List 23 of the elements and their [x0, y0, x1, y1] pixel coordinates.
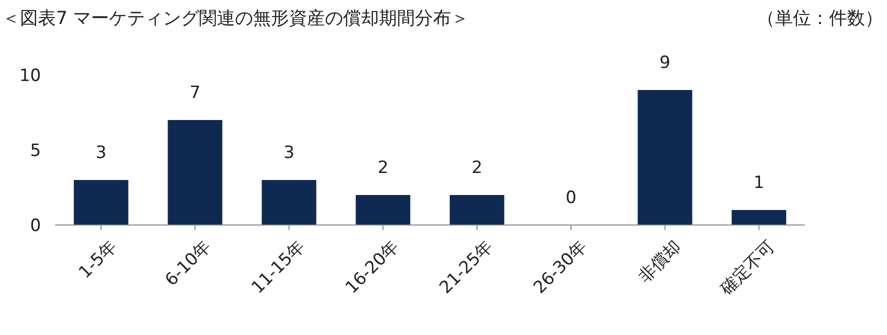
- data-label: 1: [754, 173, 764, 193]
- data-label: 0: [566, 188, 576, 208]
- y-tick-label: 0: [30, 216, 41, 236]
- bar: [74, 180, 128, 225]
- y-tick-label: 10: [19, 66, 41, 86]
- data-label: 3: [96, 143, 106, 163]
- bar: [262, 180, 316, 225]
- text: （単位：件数）: [757, 8, 883, 29]
- data-label: 7: [190, 83, 200, 103]
- data-label: 9: [660, 53, 670, 73]
- bar: [168, 120, 222, 225]
- bar: [638, 90, 692, 225]
- data-label: 3: [284, 143, 294, 163]
- bar: [356, 195, 410, 225]
- data-label: 2: [472, 158, 482, 178]
- y-tick-label: 5: [30, 140, 41, 161]
- data-label: 2: [378, 158, 388, 178]
- x-tick-label: 確定不可: [716, 236, 779, 300]
- x-tick-label: 1-5年: [75, 236, 122, 283]
- bar: [732, 210, 786, 225]
- x-tick-label: 非償却: [634, 236, 685, 288]
- chart-title: ＜図表7 マーケティング関連の無形資産の償却期間分布＞: [2, 8, 470, 29]
- bar: [450, 195, 504, 225]
